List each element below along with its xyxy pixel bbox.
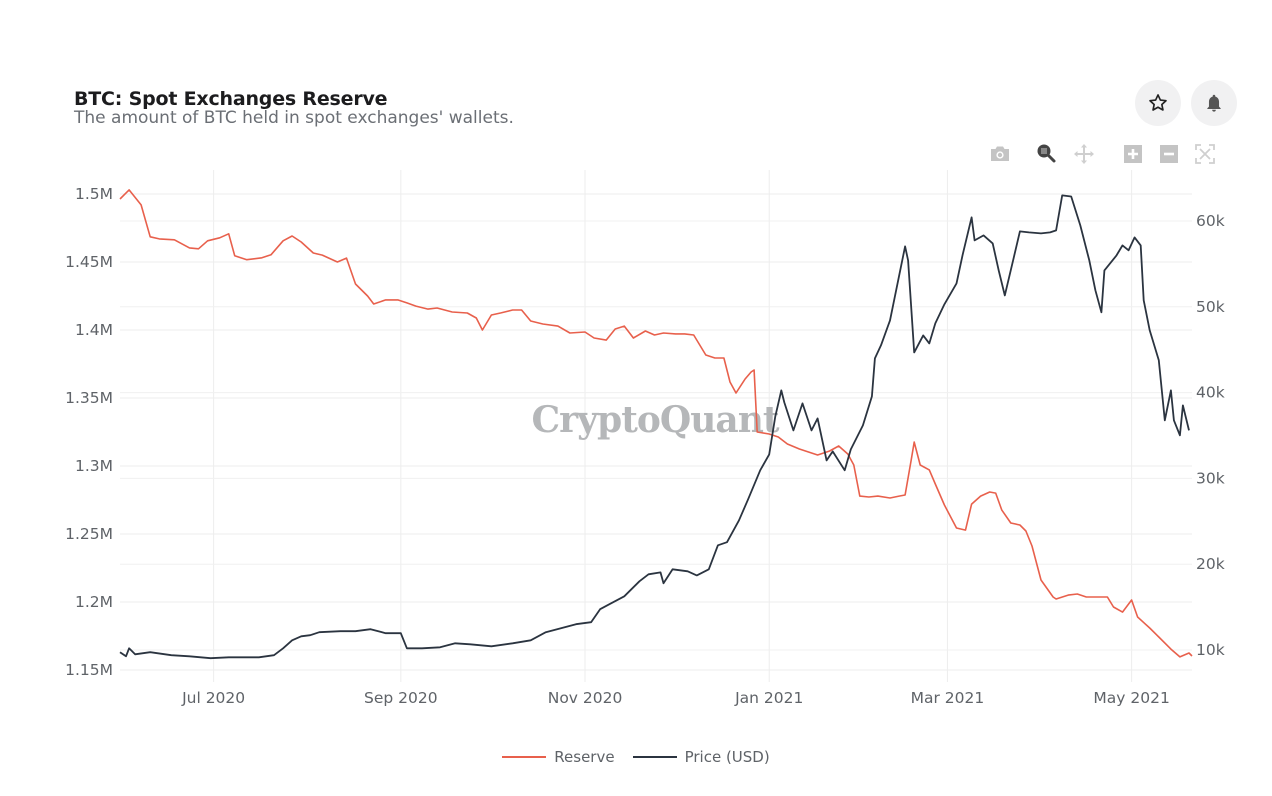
favorite-button[interactable] [1135,80,1181,126]
left-y-tick-label: 1.35M [65,389,113,407]
x-tick-label: Nov 2020 [548,689,623,707]
right-y-tick-label: 50k [1196,298,1225,316]
legend-item-price[interactable]: Price (USD) [632,748,770,766]
left-y-tick-label: 1.4M [75,321,113,339]
zoom-mode-button[interactable] [1035,142,1057,164]
legend-swatch-reserve [502,756,547,758]
legend-label-reserve: Reserve [554,748,615,766]
right-y-tick-label: 10k [1196,641,1225,659]
download-plot-button[interactable] [989,143,1011,165]
right-y-tick-label: 30k [1196,469,1225,487]
zoom-in-button[interactable] [1122,143,1144,165]
legend: Reserve Price (USD) [0,748,1272,766]
right-y-tick-label: 20k [1196,555,1225,573]
pan-mode-button[interactable] [1073,143,1095,165]
x-axis-ticks: Jul 2020 Sep 2020 Nov 2020 Jan 2021 Mar 2021… [181,689,1170,707]
series-layer [119,189,1193,660]
legend-label-price: Price (USD) [684,748,770,766]
left-y-tick-label: 1.2M [75,593,113,611]
legend-item-reserve[interactable]: Reserve [502,748,615,766]
minus-square-icon [1160,145,1178,163]
zoom-out-button[interactable] [1158,143,1180,165]
x-tick-label: Sep 2020 [364,689,438,707]
watermark: CryptoQuant [531,399,779,441]
right-y-tick-label: 60k [1196,212,1225,230]
left-y-tick-label: 1.15M [65,661,113,679]
right-y-gridlines [120,220,1192,651]
left-y-tick-label: 1.5M [75,185,113,203]
left-y-tick-label: 1.25M [65,525,113,543]
reserve-line [119,189,1193,658]
x-tick-label: Jul 2020 [181,689,245,707]
x-tick-label: Mar 2021 [911,689,985,707]
price-line [119,194,1190,660]
left-y-tick-label: 1.45M [65,253,113,271]
chart-title: BTC: Spot Exchanges Reserve [74,88,388,110]
x-tick-label: Jan 2021 [734,689,803,707]
star-outline-icon [1149,94,1167,111]
alert-button[interactable] [1191,80,1237,126]
bell-icon [1207,94,1221,112]
right-y-tick-label: 40k [1196,384,1225,402]
camera-icon [991,146,1009,161]
chart-subtitle: The amount of BTC held in spot exchanges… [74,108,514,128]
legend-swatch-price [632,756,677,758]
left-y-tick-label: 1.3M [75,457,113,475]
right-y-axis-ticks: 10k 20k 30k 40k 50k 60k [1196,212,1225,659]
left-y-gridlines [120,193,1192,671]
left-y-axis-ticks: 1.15M 1.2M 1.25M 1.3M 1.35M 1.4M 1.45M 1.5M [65,185,113,679]
pan-arrows-icon [1074,144,1094,164]
zoom-magnifier-icon [1037,144,1056,163]
autoscale-button[interactable] [1194,143,1216,165]
autoscale-icon [1195,144,1215,164]
x-tick-label: May 2021 [1093,689,1169,707]
x-gridlines [213,170,1133,682]
plus-square-icon [1124,145,1142,163]
